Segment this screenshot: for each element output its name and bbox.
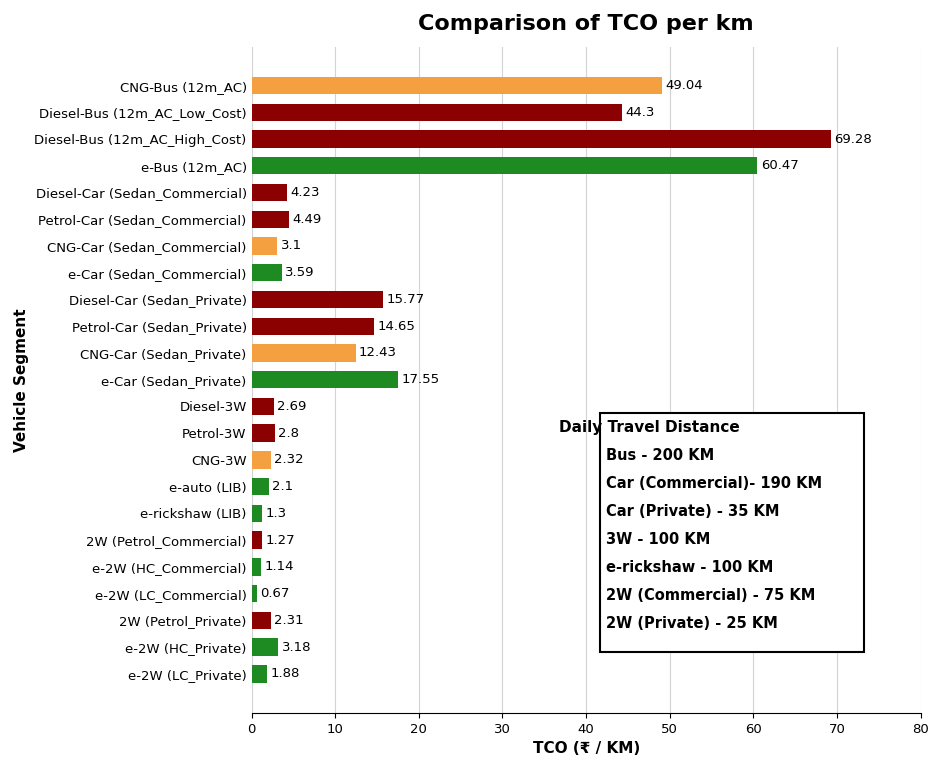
Bar	[252, 184, 287, 201]
Text: 3.59: 3.59	[285, 266, 314, 280]
Text: 49.04: 49.04	[665, 79, 703, 92]
Bar	[252, 451, 271, 469]
Bar	[252, 157, 757, 175]
Text: 2.8: 2.8	[278, 427, 299, 440]
Bar	[252, 264, 282, 281]
Bar	[252, 665, 267, 682]
Text: 3.1: 3.1	[281, 239, 302, 253]
Text: 2W (Commercial) - 75 KM: 2W (Commercial) - 75 KM	[606, 588, 816, 603]
Text: 1.27: 1.27	[266, 534, 295, 547]
Bar	[252, 585, 257, 602]
Text: 2W (Private) - 25 KM: 2W (Private) - 25 KM	[606, 615, 778, 631]
Text: 69.28: 69.28	[835, 132, 872, 146]
Bar	[252, 558, 261, 576]
Text: 0.67: 0.67	[260, 588, 290, 600]
Text: 60.47: 60.47	[761, 159, 799, 172]
Text: 1.88: 1.88	[271, 668, 300, 681]
Text: Bus - 200 KM: Bus - 200 KM	[606, 447, 715, 463]
Text: 44.3: 44.3	[625, 105, 654, 119]
Bar	[252, 130, 831, 148]
Text: 2.1: 2.1	[273, 480, 293, 493]
Bar	[252, 424, 275, 442]
Y-axis label: Vehicle Segment: Vehicle Segment	[14, 308, 29, 451]
Text: 1.3: 1.3	[266, 507, 287, 520]
Text: 2.69: 2.69	[277, 400, 306, 413]
Bar	[252, 104, 622, 121]
Bar	[252, 210, 290, 228]
Bar	[252, 291, 384, 308]
Bar	[252, 611, 271, 629]
Bar	[252, 398, 274, 415]
Bar	[252, 317, 374, 335]
Bar	[252, 531, 262, 549]
Text: 14.65: 14.65	[377, 320, 415, 333]
Text: 17.55: 17.55	[402, 373, 439, 387]
Title: Comparison of TCO per km: Comparison of TCO per km	[419, 14, 754, 34]
X-axis label: TCO (₹ / KM): TCO (₹ / KM)	[533, 741, 639, 756]
Bar	[252, 478, 269, 495]
Text: 3W - 100 KM: 3W - 100 KM	[606, 531, 711, 547]
Bar	[252, 237, 277, 255]
FancyBboxPatch shape	[600, 413, 864, 652]
Text: 4.23: 4.23	[290, 186, 320, 199]
Text: 3.18: 3.18	[282, 641, 311, 654]
Text: Car (Private) - 35 KM: Car (Private) - 35 KM	[606, 504, 780, 519]
Text: 12.43: 12.43	[359, 346, 397, 360]
Text: Car (Commercial)- 190 KM: Car (Commercial)- 190 KM	[606, 476, 822, 490]
Bar	[252, 371, 398, 388]
Text: e-rickshaw - 100 KM: e-rickshaw - 100 KM	[606, 560, 773, 574]
Bar	[252, 504, 262, 522]
Bar	[252, 638, 278, 656]
Text: 15.77: 15.77	[387, 293, 425, 306]
Text: 1.14: 1.14	[264, 561, 294, 574]
Bar	[252, 344, 356, 362]
Text: Daily Travel Distance: Daily Travel Distance	[559, 420, 740, 435]
Text: 2.32: 2.32	[274, 454, 304, 467]
Text: 4.49: 4.49	[292, 213, 322, 226]
Bar	[252, 77, 662, 94]
Text: 2.31: 2.31	[274, 614, 304, 627]
